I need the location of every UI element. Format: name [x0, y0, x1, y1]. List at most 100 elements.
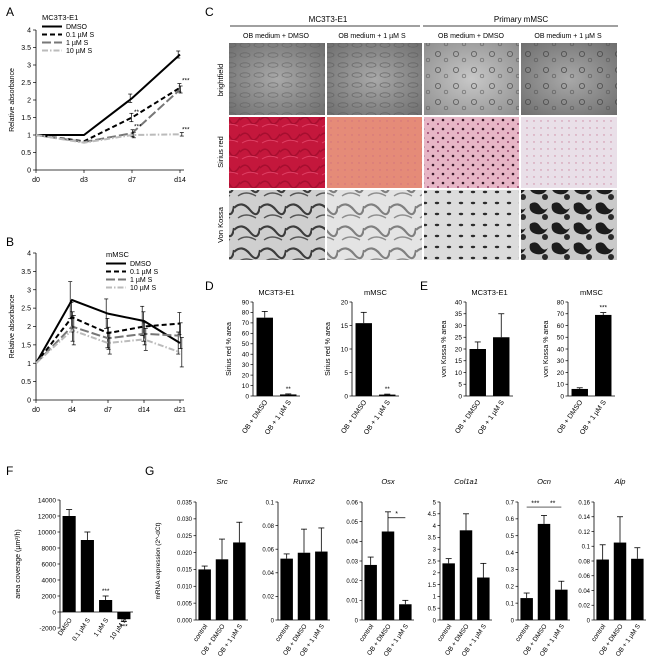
chart-title: Alp: [614, 477, 626, 486]
y-tick-label: 4: [433, 524, 437, 530]
y-tick-label: 2: [433, 571, 437, 577]
significance-label: ***: [120, 624, 128, 631]
legend-label: 10 µM S: [130, 285, 157, 292]
panel-c-column-title-3: OB medium + DMSO: [438, 33, 504, 40]
series-line-1: [35, 86, 181, 143]
bar-1: [280, 394, 297, 396]
series-line-1: [35, 316, 181, 364]
y-tick-label: 0.12: [578, 530, 590, 536]
panel-c-row-label-sirius: Sirius red: [216, 136, 225, 168]
chart-title: Osx: [381, 477, 395, 486]
y-tick-label: 0.06: [346, 500, 358, 506]
significance-label: ***: [102, 588, 110, 595]
bar-2: [631, 558, 644, 620]
y-tick-label: 3.5: [21, 45, 31, 52]
legend-title: mMSC: [106, 250, 129, 259]
bar-1: [80, 540, 94, 612]
y-tick-label: 25: [455, 335, 463, 342]
y-tick-label: 14000: [38, 497, 56, 504]
y-tick-label: 1: [27, 133, 31, 140]
significance-label: ***: [531, 501, 539, 508]
y-tick-label: 0: [271, 618, 275, 624]
y-tick-label: 0.08: [262, 524, 274, 530]
panel-c-micrographs: MC3T3-E1 Primary mMSC OB medium + DMSO O…: [216, 15, 618, 260]
y-tick-label: 0: [245, 393, 249, 400]
panel-letter-e: E: [420, 279, 428, 293]
legend-label: 0.1 µM S: [66, 32, 94, 39]
y-tick-label: 0.02: [262, 595, 274, 601]
significance-label: **: [286, 386, 292, 393]
y-tick-label: 0.04: [346, 540, 358, 546]
significance-label: **: [385, 386, 391, 393]
category-label: control: [514, 623, 531, 643]
category-label: control: [274, 623, 291, 643]
y-tick-label: 2000: [42, 593, 57, 600]
y-tick-label: 30: [242, 362, 250, 369]
y-tick-label: 1: [27, 361, 31, 368]
y-tick-label: 20: [557, 370, 565, 377]
y-tick-label: 5: [344, 370, 348, 377]
y-tick-label: -2000: [39, 625, 56, 632]
x-tick-label: d0: [32, 407, 40, 414]
y-tick-label: 0.5: [21, 150, 31, 157]
y-tick-label: 40: [455, 299, 463, 306]
y-tick-label: 1.5: [21, 342, 31, 349]
y-axis-label: Relative absorbance: [9, 68, 16, 132]
bar-1: [537, 523, 551, 620]
legend-title: MC3T3-E1: [42, 13, 78, 22]
y-axis-label: mRNA expression (2^-dCt): [155, 522, 162, 599]
y-tick-label: 0: [52, 609, 56, 616]
panel-letter-g: G: [145, 464, 154, 478]
y-tick-label: 4: [27, 28, 31, 35]
panel-c-row-label-vonkossa: Von Kossa: [216, 206, 225, 243]
y-tick-label: 10000: [38, 529, 56, 536]
y-tick-label: 0.01: [346, 599, 358, 605]
y-tick-label: 15: [341, 323, 349, 330]
chart-title: Col1a1: [454, 477, 478, 486]
category-label: control: [436, 623, 453, 643]
category-label: DMSO: [57, 617, 74, 637]
y-tick-label: 0.04: [578, 589, 590, 595]
y-tick-label: 0: [27, 398, 31, 405]
series-line-3: [35, 133, 181, 144]
legend-label: 1 µM S: [130, 277, 153, 284]
y-tick-label: 30: [455, 323, 463, 330]
bar-1: [493, 337, 510, 396]
significance-label: ***: [182, 127, 190, 134]
y-tick-label: 15: [455, 358, 463, 365]
chart-title: mMSC: [580, 288, 603, 297]
y-tick-label: 0: [433, 618, 437, 624]
legend-label: 1 µM S: [66, 40, 89, 47]
y-tick-label: 0.05: [346, 520, 358, 526]
y-tick-label: 40: [242, 352, 250, 359]
legend-label: DMSO: [130, 261, 152, 268]
category-label: 0.1 µM S: [71, 617, 92, 643]
y-tick-label: 60: [242, 331, 250, 338]
chart-title: mMSC: [364, 288, 387, 297]
category-label: control: [590, 623, 607, 643]
x-tick-label: d7: [104, 407, 112, 414]
category-label: control: [358, 623, 375, 643]
y-tick-label: 4000: [42, 577, 57, 584]
y-tick-label: 0.04: [262, 571, 274, 577]
y-tick-label: 8000: [42, 545, 57, 552]
y-tick-label: 0.000: [177, 618, 193, 624]
y-tick-label: 0.14: [578, 515, 590, 521]
y-tick-label: 0.035: [177, 500, 193, 506]
y-tick-label: 70: [242, 320, 250, 327]
y-tick-label: 0: [355, 618, 359, 624]
significance-label: *: [395, 511, 398, 518]
bar-0: [198, 569, 211, 620]
y-tick-label: 0.08: [578, 559, 590, 565]
y-axis-label: Sirius red % area: [226, 322, 233, 376]
panel-letter-c: C: [205, 5, 214, 19]
y-tick-label: 20: [341, 299, 349, 306]
bar-0: [256, 317, 273, 396]
legend-label: 10 µM S: [66, 48, 93, 55]
y-tick-label: 0.5: [506, 534, 515, 540]
chart-panel-a: 0 0.5 1 1.5 2 2.5 3 3.5 4 d0 d3 d7 d14 Relative absor…: [9, 13, 190, 184]
